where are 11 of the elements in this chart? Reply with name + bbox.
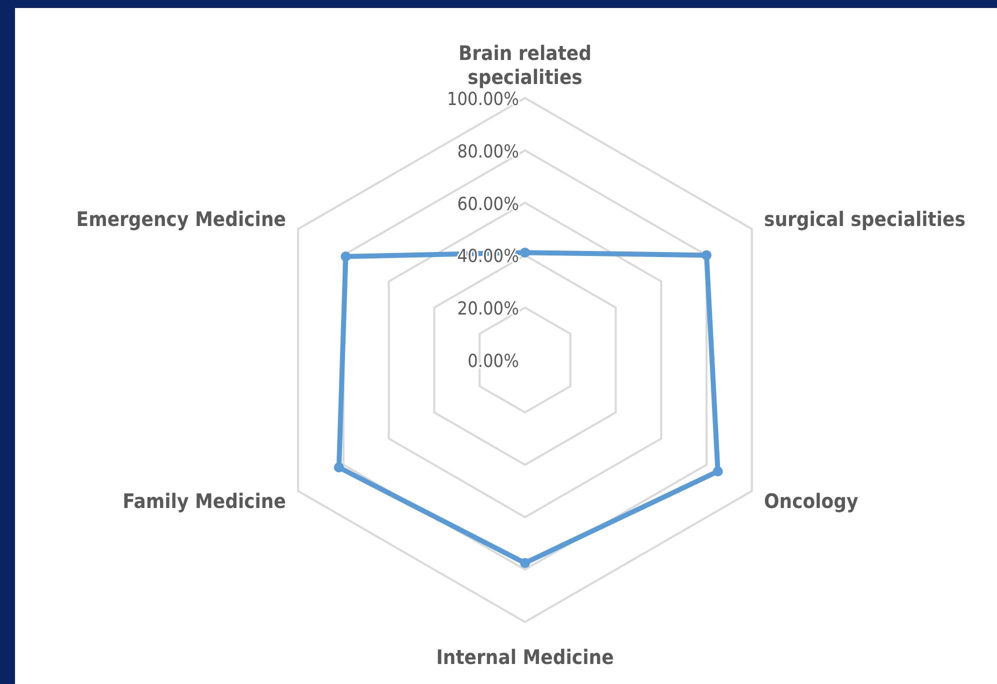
y-tick-label: 80.00% — [457, 141, 519, 162]
spoke-label: Internal Medicine — [436, 645, 614, 669]
y-tick-label: 0.00% — [468, 351, 519, 372]
y-tick-label: 60.00% — [457, 194, 519, 215]
spoke-label: Family Medicine — [122, 489, 286, 513]
y-tick-label: 20.00% — [457, 298, 519, 320]
spoke-label: Oncology — [764, 489, 859, 513]
spoke-label: Emergency Medicine — [76, 207, 286, 231]
spoke-label: surgical specialities — [764, 207, 966, 231]
y-tick-label: 100.00% — [446, 89, 519, 110]
spoke-label: Brain related specialities — [458, 41, 592, 89]
